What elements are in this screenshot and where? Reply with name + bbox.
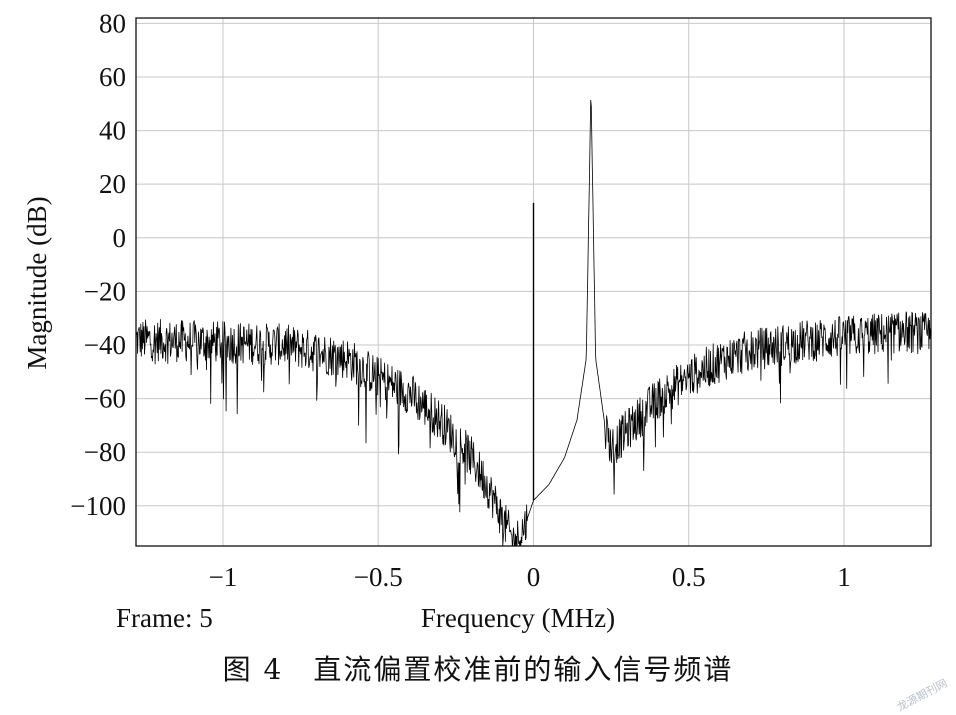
- frame-label: Frame: 5: [116, 603, 213, 633]
- y-tick-label: −60: [84, 384, 126, 414]
- y-tick-label: 80: [99, 8, 126, 38]
- x-axis-ticks: −1 −0.5 0 0.5 1: [209, 562, 851, 592]
- y-axis-ticks: 80 60 40 20 0 −20 −40 −60 −80 −100: [70, 8, 126, 520]
- y-tick-label: 0: [113, 223, 127, 253]
- x-tick-label: 0.5: [672, 562, 706, 592]
- y-tick-label: 40: [99, 116, 126, 146]
- spectrum-chart: −1 −0.5 0 0.5 1 80 60 40 20 0 −20 −40 −60 −80 −100 Ma…: [22, 8, 932, 633]
- x-tick-label: −1: [209, 562, 238, 592]
- y-axis-label: Magnitude (dB): [22, 196, 52, 369]
- y-tick-label: 60: [99, 62, 126, 92]
- x-tick-label: −0.5: [354, 562, 403, 592]
- y-tick-label: −100: [70, 491, 126, 521]
- plot-frame: [135, 17, 932, 547]
- y-tick-label: −80: [84, 437, 126, 467]
- y-tick-label: −40: [84, 330, 126, 360]
- y-tick-label: 20: [99, 169, 126, 199]
- spectrum-trace: [135, 99, 932, 547]
- x-axis-label: Frequency (MHz): [421, 603, 615, 633]
- x-tick-label: 0: [527, 562, 541, 592]
- y-tick-label: −20: [84, 276, 126, 306]
- figure-caption: 图 4 直流偏置校准前的输入信号频谱: [222, 653, 734, 686]
- x-tick-label: 1: [837, 562, 851, 592]
